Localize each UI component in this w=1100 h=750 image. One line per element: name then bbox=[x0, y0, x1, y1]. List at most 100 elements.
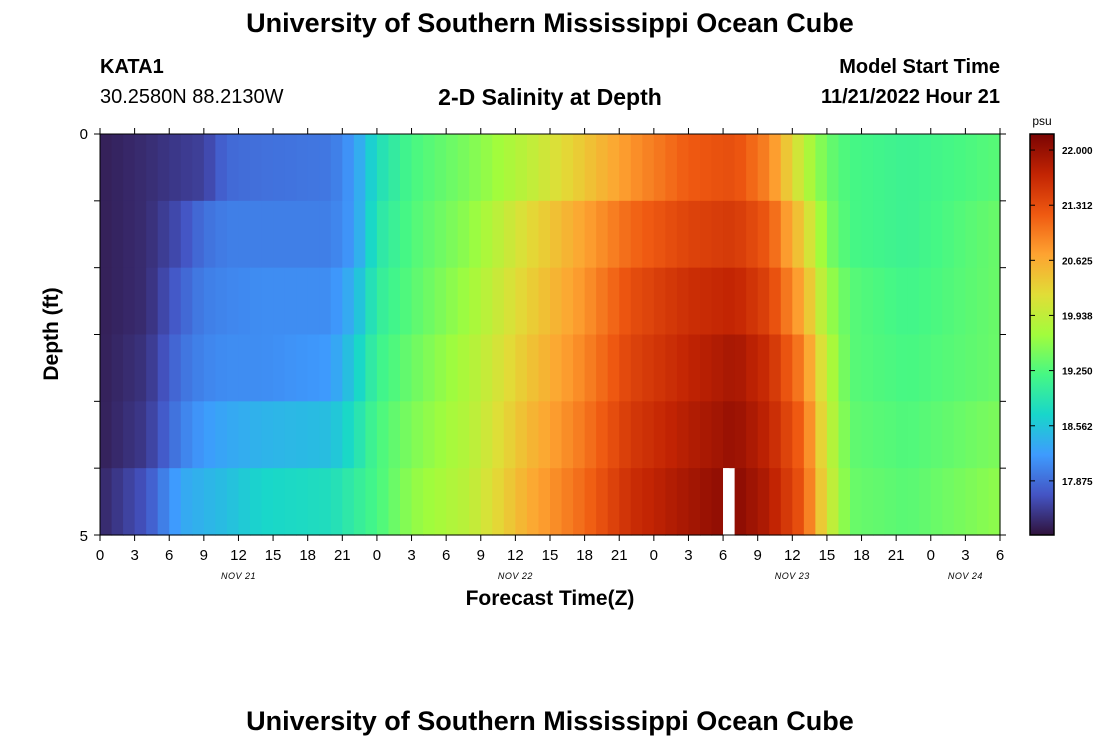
heat-cell bbox=[319, 468, 332, 536]
heat-cell bbox=[192, 134, 205, 202]
x-tick-label: 18 bbox=[853, 547, 870, 564]
heat-cell bbox=[330, 200, 343, 269]
heat-cell bbox=[550, 267, 563, 336]
heat-cell bbox=[261, 200, 274, 269]
heat-cell bbox=[307, 468, 320, 536]
heat-cell bbox=[573, 200, 586, 269]
heat-cell bbox=[365, 267, 378, 336]
heat-cell bbox=[457, 200, 470, 269]
heat-cell bbox=[861, 401, 874, 469]
heat-cell bbox=[596, 134, 609, 202]
heat-cell bbox=[434, 401, 447, 469]
heat-cell bbox=[538, 468, 551, 536]
heat-cell bbox=[169, 334, 182, 402]
heat-cell bbox=[423, 468, 436, 536]
heatmap-cells bbox=[100, 134, 1001, 536]
heat-cell bbox=[515, 468, 528, 536]
heat-cell bbox=[953, 334, 966, 402]
heat-cell bbox=[826, 134, 840, 202]
heat-cell bbox=[365, 334, 378, 402]
heat-cell bbox=[273, 200, 286, 269]
chart-title: 2-D Salinity at Depth bbox=[438, 84, 662, 110]
heat-cell bbox=[688, 134, 701, 202]
heat-cell bbox=[561, 334, 574, 402]
heat-cell bbox=[457, 468, 470, 536]
heat-cell bbox=[423, 267, 436, 336]
heat-cell bbox=[873, 267, 886, 336]
heat-cell bbox=[884, 334, 897, 402]
heat-cell bbox=[250, 267, 263, 336]
heat-cell bbox=[215, 267, 228, 336]
heat-cell bbox=[769, 334, 782, 402]
heat-cell bbox=[734, 200, 747, 269]
heat-cell bbox=[261, 468, 274, 536]
day-label: NOV 23 bbox=[775, 571, 810, 581]
heat-cell bbox=[838, 334, 851, 402]
heat-cell bbox=[861, 468, 874, 536]
heat-cell bbox=[203, 468, 216, 536]
x-tick-label: 18 bbox=[576, 547, 593, 564]
heat-cell bbox=[584, 200, 597, 269]
heat-cell bbox=[746, 267, 759, 336]
heat-cell bbox=[676, 468, 690, 536]
heat-cell bbox=[111, 334, 124, 402]
heat-cell bbox=[169, 134, 182, 202]
heat-cell bbox=[988, 134, 1001, 202]
heat-cell bbox=[538, 334, 551, 402]
heat-cell bbox=[376, 401, 390, 469]
heat-cell bbox=[203, 334, 216, 402]
heat-cell bbox=[515, 267, 528, 336]
heat-cell bbox=[446, 267, 459, 336]
heat-cell bbox=[550, 401, 563, 469]
model-start-label: Model Start Time bbox=[839, 56, 1000, 78]
heat-cell bbox=[988, 401, 1001, 469]
heat-cell bbox=[365, 134, 378, 202]
heat-cell bbox=[134, 267, 147, 336]
heat-cell bbox=[780, 134, 793, 202]
heat-cell bbox=[988, 200, 1001, 269]
heat-cell bbox=[861, 267, 874, 336]
heat-cell bbox=[619, 134, 632, 202]
heat-cell bbox=[284, 200, 297, 269]
heat-cell bbox=[688, 334, 701, 402]
heat-cell bbox=[815, 468, 828, 536]
x-tick-label: 12 bbox=[230, 547, 247, 564]
heat-cell bbox=[642, 468, 655, 536]
heat-cell bbox=[215, 200, 228, 269]
heat-cell bbox=[492, 401, 505, 469]
heat-cell bbox=[665, 267, 678, 336]
heat-cell bbox=[469, 468, 482, 536]
heat-cell bbox=[769, 267, 782, 336]
heat-cell bbox=[596, 267, 609, 336]
heat-cell bbox=[734, 401, 747, 469]
heat-cell bbox=[826, 401, 840, 469]
heat-cell bbox=[688, 200, 701, 269]
heat-cell bbox=[746, 134, 759, 202]
heat-cell bbox=[746, 334, 759, 402]
heat-cell bbox=[930, 200, 943, 269]
heat-cell bbox=[134, 468, 147, 536]
heat-cell bbox=[400, 200, 413, 269]
heat-cell bbox=[803, 334, 816, 402]
heat-cell bbox=[746, 200, 759, 269]
heat-cell bbox=[607, 468, 620, 536]
heat-cell bbox=[526, 334, 540, 402]
heat-cell bbox=[619, 267, 632, 336]
heat-cell bbox=[342, 401, 355, 469]
heat-cell bbox=[111, 267, 124, 336]
heat-cell bbox=[480, 401, 493, 469]
heat-cell bbox=[653, 267, 666, 336]
colorbar-tick-label: 20.625 bbox=[1062, 256, 1093, 267]
heat-cell bbox=[226, 334, 240, 402]
heat-cell bbox=[526, 468, 540, 536]
heat-cell bbox=[596, 401, 609, 469]
heat-cell bbox=[573, 267, 586, 336]
heat-cell bbox=[965, 134, 978, 202]
heat-cell bbox=[515, 134, 528, 202]
heat-cell bbox=[469, 334, 482, 402]
heat-cell bbox=[296, 267, 309, 336]
heat-cell bbox=[538, 401, 551, 469]
heat-cell bbox=[884, 468, 897, 536]
heat-cell bbox=[307, 134, 320, 202]
heat-cell bbox=[192, 200, 205, 269]
